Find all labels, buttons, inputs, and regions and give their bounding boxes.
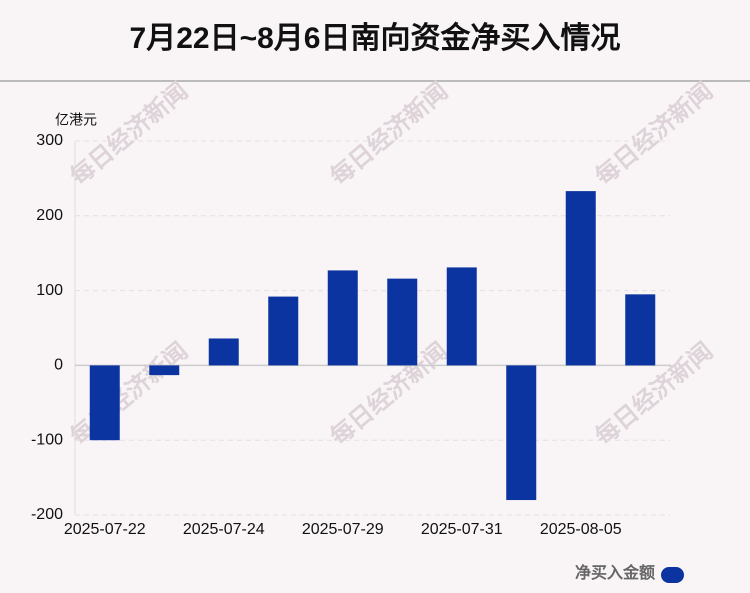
- legend-label: 净买入金额: [575, 563, 655, 582]
- bar: [506, 365, 537, 501]
- bar: [625, 294, 656, 366]
- bar: [89, 365, 120, 441]
- x-tick-label: 2025-07-29: [302, 521, 384, 538]
- x-tick-label: 2025-07-22: [64, 521, 146, 538]
- bar: [268, 296, 299, 366]
- bar: [149, 365, 180, 376]
- chart-title: 7月22日~8月6日南向资金净买入情况: [130, 21, 621, 55]
- legend-swatch: [661, 567, 684, 583]
- y-axis-unit: 亿港元: [55, 112, 97, 128]
- y-tick-label: -200: [31, 506, 63, 523]
- bar: [327, 270, 358, 366]
- x-tick-label: 2025-08-05: [540, 521, 622, 538]
- bar: [208, 338, 239, 366]
- bar: [565, 191, 596, 366]
- y-tick-label: 100: [36, 282, 63, 299]
- x-tick-label: 2025-07-24: [183, 521, 265, 538]
- y-tick-label: 300: [36, 132, 63, 149]
- y-tick-label: -100: [31, 431, 63, 448]
- bar: [446, 267, 477, 366]
- x-tick-label: 2025-07-31: [421, 521, 503, 538]
- y-tick-label: 200: [36, 207, 63, 224]
- y-tick-label: 0: [54, 357, 63, 374]
- bar: [387, 278, 418, 366]
